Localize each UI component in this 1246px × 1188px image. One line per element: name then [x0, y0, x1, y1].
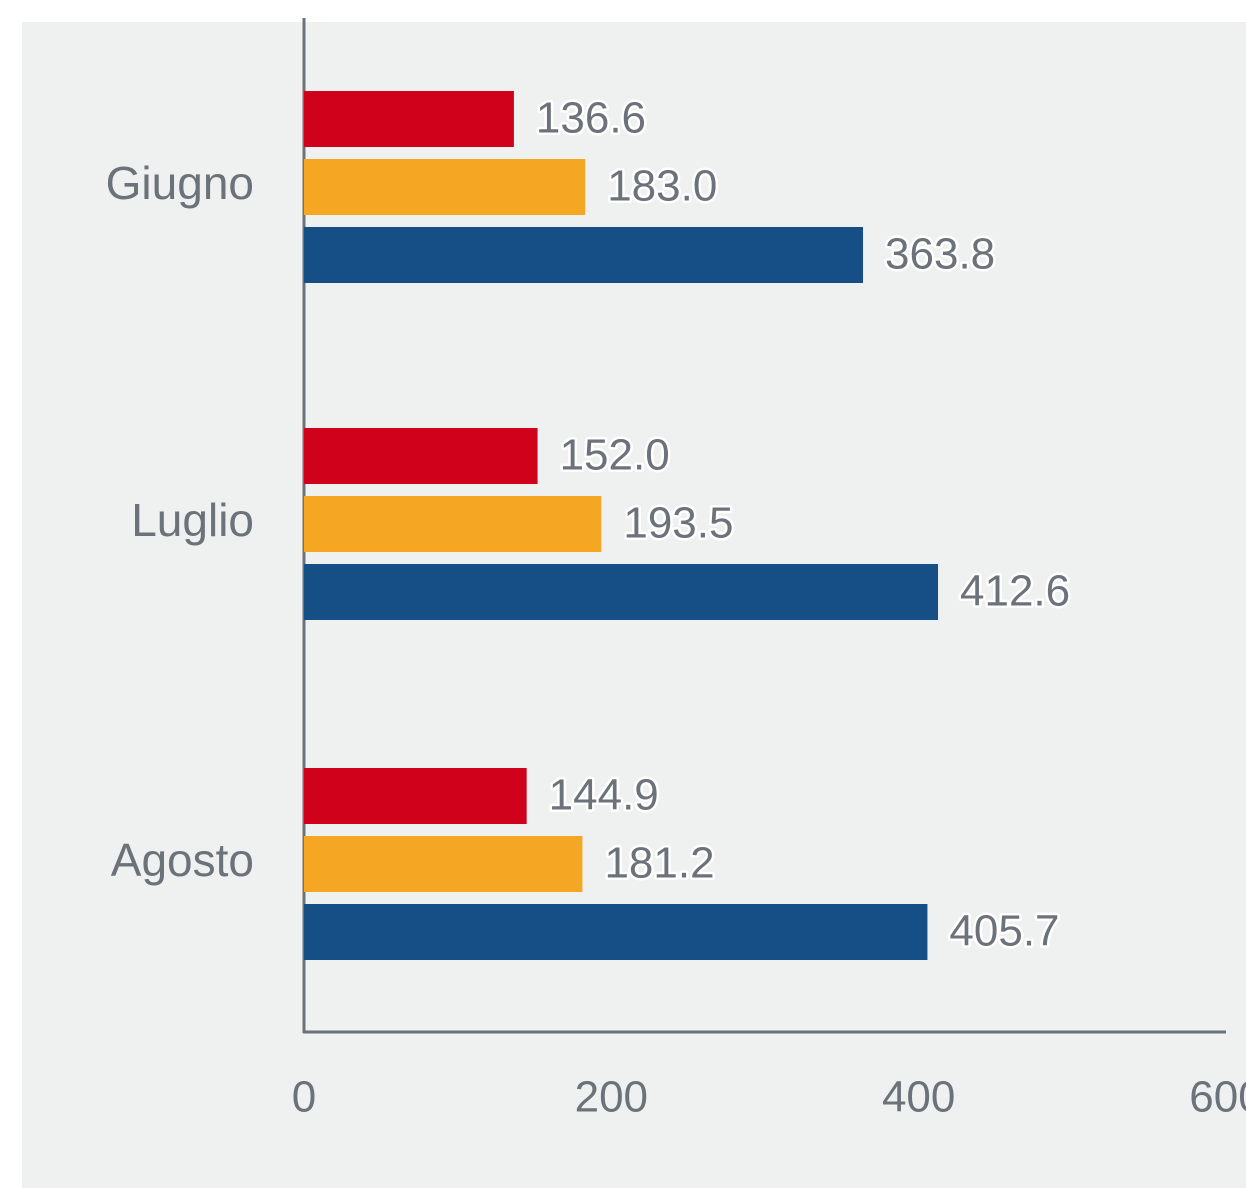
x-tick-label: 400	[882, 1073, 955, 1122]
x-tick-label: 600	[1189, 1073, 1246, 1122]
bar	[304, 904, 928, 960]
value-label: 183.0	[607, 162, 717, 211]
bar	[304, 496, 602, 552]
bar	[304, 91, 514, 147]
bar	[304, 768, 527, 824]
value-label: 193.5	[623, 499, 733, 548]
value-label: 136.6	[536, 94, 646, 143]
value-label: 181.2	[604, 839, 714, 888]
bar	[304, 836, 583, 892]
x-tick-label: 200	[575, 1073, 648, 1122]
bar	[304, 159, 586, 215]
value-label: 144.9	[549, 771, 659, 820]
category-label: Giugno	[106, 157, 254, 209]
category-label: Luglio	[131, 494, 254, 546]
bar	[304, 227, 864, 283]
value-label: 412.6	[960, 567, 1070, 616]
bar	[304, 428, 538, 484]
x-tick-label: 0	[292, 1073, 316, 1122]
value-label: 363.8	[885, 230, 995, 279]
value-label: 405.7	[949, 907, 1059, 956]
value-label: 152.0	[560, 431, 670, 480]
bar	[304, 564, 939, 620]
category-label: Agosto	[111, 834, 254, 886]
